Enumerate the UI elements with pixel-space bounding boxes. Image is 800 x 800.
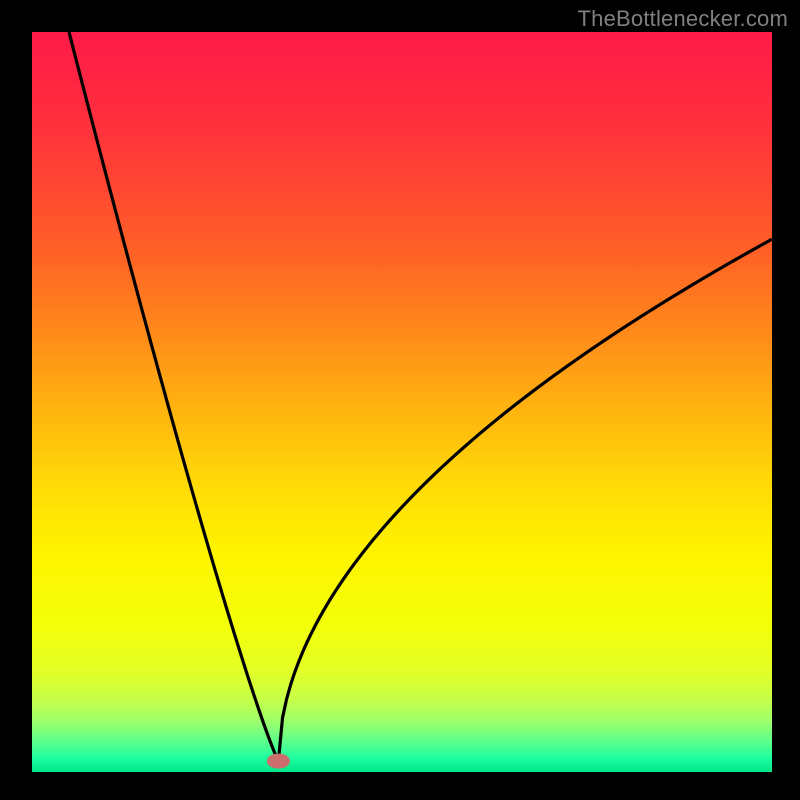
bottleneck-curve bbox=[32, 32, 772, 772]
chart-container: TheBottlenecker.com bbox=[0, 0, 800, 800]
watermark-text: TheBottlenecker.com bbox=[578, 6, 788, 32]
optimal-point-marker bbox=[267, 753, 289, 768]
plot-area bbox=[32, 32, 772, 772]
